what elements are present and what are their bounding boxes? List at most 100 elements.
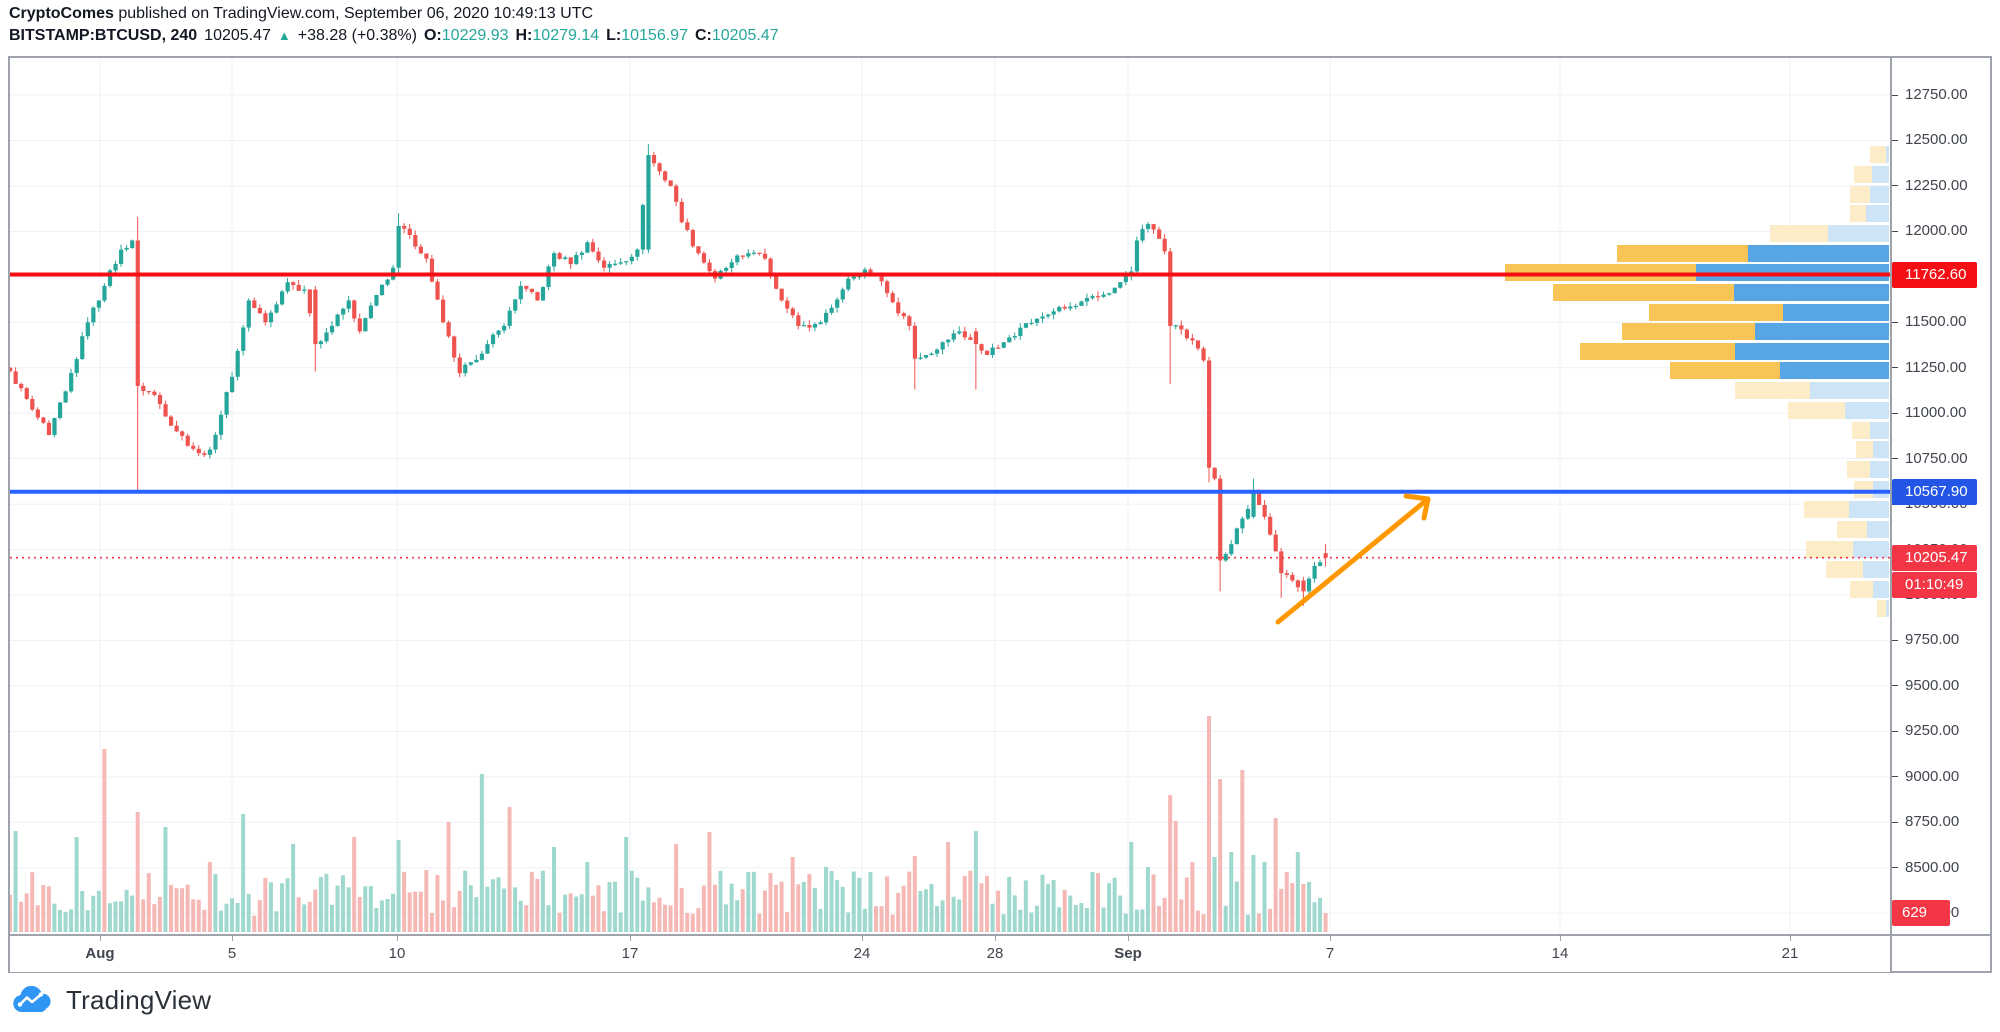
- volume-bar: [341, 875, 346, 932]
- volume-bar: [1195, 910, 1200, 932]
- last-price-value: 10205.47: [204, 27, 271, 44]
- candle-body: [1251, 493, 1256, 517]
- candle-body: [496, 330, 501, 335]
- volume-bar: [485, 886, 490, 932]
- volume-bar: [890, 914, 895, 932]
- candle-body: [946, 339, 951, 343]
- candle-body: [202, 453, 207, 455]
- candle-body: [130, 240, 135, 249]
- candle-body: [1284, 573, 1289, 575]
- time-axis[interactable]: Aug 5 10 17 24 28 Sep 7 14 21: [10, 936, 1890, 972]
- volume-bar: [1001, 914, 1006, 932]
- volume-profile-left: [1854, 166, 1872, 183]
- candle-body: [590, 242, 596, 252]
- price-axis[interactable]: 12750.0012500.0012250.0012000.0011750.00…: [1892, 58, 1990, 933]
- volume-profile-left: [1553, 284, 1734, 301]
- volume-bar: [540, 870, 545, 932]
- time-axis-label: 5: [227, 945, 237, 962]
- volume-bar: [235, 902, 240, 932]
- candle-body: [268, 312, 274, 323]
- candle-body: [1212, 467, 1217, 479]
- candle-body: [613, 263, 618, 265]
- candle-body: [762, 253, 768, 259]
- volume-profile-left: [1804, 501, 1849, 518]
- candle-body: [929, 353, 934, 355]
- volume-bar: [246, 893, 251, 932]
- volume-bar: [796, 884, 801, 932]
- candle-body: [329, 325, 335, 333]
- tradingview-logo[interactable]: TradingView: [12, 985, 211, 1016]
- volume-bar: [1229, 852, 1234, 932]
- candle-body: [274, 304, 279, 313]
- volume-profile-right: [1870, 186, 1889, 203]
- candlestick-chart[interactable]: [10, 58, 1890, 934]
- volume-bar: [1018, 909, 1023, 932]
- candle-body: [168, 416, 174, 426]
- candle-body: [440, 299, 446, 323]
- candle-body: [257, 307, 262, 314]
- candle-body: [679, 201, 684, 223]
- volume-bar: [257, 900, 262, 932]
- candle-body: [363, 318, 368, 332]
- volume-profile-right: [1870, 422, 1889, 439]
- volume-bar: [318, 876, 323, 932]
- volume-bar: [868, 872, 873, 932]
- axis-tick-mark: [1892, 185, 1898, 187]
- candle-body: [896, 302, 901, 314]
- volume-bar: [1157, 905, 1162, 932]
- candle-body: [163, 404, 168, 417]
- volume-bar: [818, 908, 823, 932]
- volume-bar: [901, 885, 906, 932]
- volume-bar: [790, 857, 795, 932]
- candle-body: [113, 263, 118, 271]
- candle-body: [996, 347, 1001, 349]
- axis-divider: [1890, 56, 1892, 973]
- candle-body: [790, 308, 795, 316]
- candle-body: [1112, 287, 1117, 294]
- time-axis-label: 21: [1781, 945, 1799, 962]
- candle-body: [479, 353, 485, 360]
- time-axis-label: 24: [853, 945, 871, 962]
- volume-bar: [585, 862, 590, 932]
- candle-body: [1223, 554, 1228, 561]
- volume-bar: [457, 890, 462, 932]
- candle-body: [24, 388, 29, 400]
- candle-body: [174, 425, 179, 432]
- candle-body: [1084, 298, 1090, 302]
- time-axis-tick: [1128, 936, 1129, 941]
- volume-bar: [529, 871, 534, 932]
- volume-bar: [1268, 908, 1273, 932]
- candle-body: [352, 300, 357, 319]
- volume-bar: [1290, 883, 1295, 932]
- volume-profile-right: [1886, 146, 1889, 163]
- volume-profile-left: [1770, 225, 1828, 242]
- volume-bar: [873, 906, 878, 932]
- volume-profile-right: [1863, 561, 1889, 578]
- volume-bar: [557, 912, 562, 932]
- axis-tick-mark: [1892, 367, 1898, 369]
- volume-bar: [962, 876, 967, 932]
- candle-body: [435, 281, 440, 300]
- volume-bar: [196, 899, 201, 932]
- volume-bar: [746, 872, 751, 932]
- volume-bar: [1134, 909, 1139, 932]
- axis-tick-mark: [1892, 867, 1898, 869]
- candle-body: [629, 256, 634, 262]
- candle-body: [801, 325, 806, 327]
- volume-bar: [63, 911, 68, 932]
- axis-tick-mark: [1892, 458, 1898, 460]
- candle-body: [1218, 478, 1223, 561]
- volume-bar: [1245, 914, 1250, 932]
- volume-bar: [613, 881, 618, 932]
- volume-bar: [1295, 852, 1300, 932]
- price-axis-label: 12750.00: [1892, 86, 1968, 103]
- candle-body: [385, 279, 390, 285]
- volume-bar: [674, 844, 679, 932]
- volume-bar: [429, 912, 434, 932]
- volume-bar: [452, 907, 457, 932]
- volume-bar: [1284, 872, 1289, 932]
- candle-body: [918, 357, 923, 359]
- candle-body: [1134, 240, 1140, 272]
- volume-bar: [507, 807, 512, 932]
- price-axis-label: 9750.00: [1892, 631, 1959, 648]
